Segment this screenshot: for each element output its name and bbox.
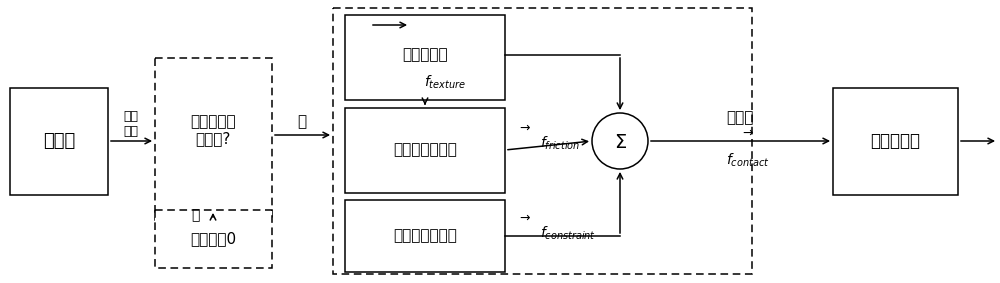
Bar xyxy=(333,8,752,274)
Text: 手控器: 手控器 xyxy=(43,132,75,150)
Text: 输出力控制: 输出力控制 xyxy=(870,132,920,150)
Text: →: → xyxy=(520,211,530,224)
Text: 切向摩擦力模型: 切向摩擦力模型 xyxy=(393,143,457,158)
Bar xyxy=(345,108,505,193)
Text: 是: 是 xyxy=(297,115,307,130)
Bar xyxy=(833,88,958,195)
Text: $f_{friction}$: $f_{friction}$ xyxy=(540,134,580,152)
Text: →: → xyxy=(520,121,530,134)
Text: 输出力为0: 输出力为0 xyxy=(190,231,236,246)
Bar xyxy=(345,200,505,272)
Text: 判断是否发
生碰撞?: 判断是否发 生碰撞? xyxy=(190,114,236,146)
Text: $f_{texture}$: $f_{texture}$ xyxy=(424,73,466,91)
Text: 位置
跟踪: 位置 跟踪 xyxy=(124,110,138,138)
Text: $f_{constra\mathit{int}}$: $f_{constra\mathit{int}}$ xyxy=(540,224,596,242)
Text: 法向纹理力: 法向纹理力 xyxy=(402,48,448,63)
Text: 接触力: 接触力 xyxy=(726,110,754,125)
Text: 否: 否 xyxy=(192,208,200,222)
Text: →: → xyxy=(743,127,753,140)
Bar xyxy=(345,15,505,100)
Text: 法向束缚力模型: 法向束缚力模型 xyxy=(393,228,457,243)
Bar xyxy=(155,58,272,220)
Text: $\Sigma$: $\Sigma$ xyxy=(614,134,626,153)
Bar xyxy=(155,210,272,268)
Text: $f_{contact}$: $f_{contact}$ xyxy=(726,151,770,169)
Bar xyxy=(10,88,108,195)
